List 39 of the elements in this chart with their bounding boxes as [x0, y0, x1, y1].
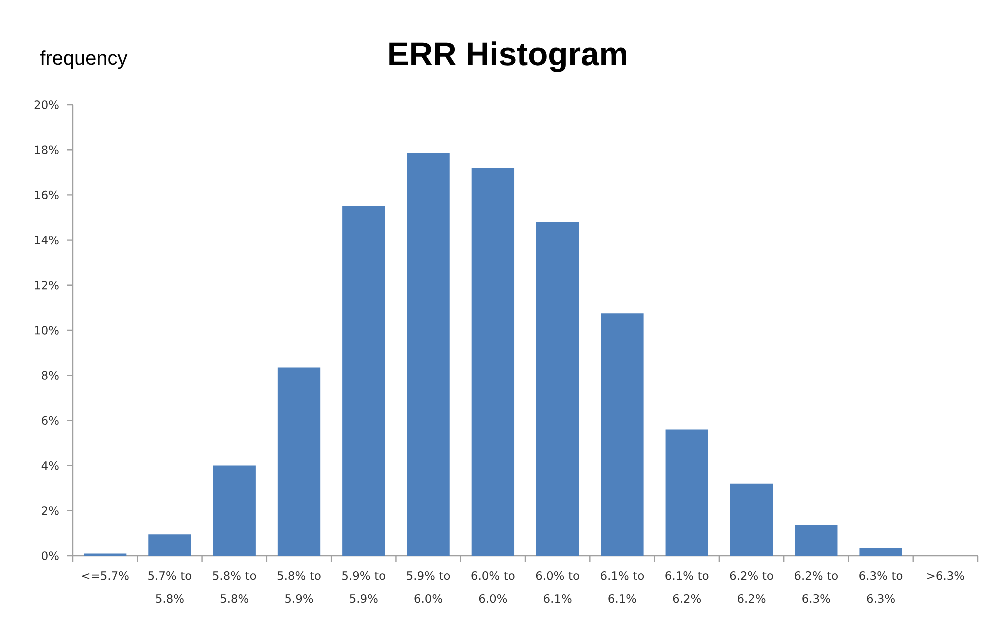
bar [666, 430, 708, 556]
chart-title: ERR Histogram [390, 42, 626, 72]
bar [342, 206, 386, 556]
category-label: 6.0% to 6.0% [472, 572, 515, 604]
y-tick-label: 12% [35, 281, 59, 290]
y-tick-label: 0% [42, 552, 59, 560]
y-tick-label: 20% [34, 100, 59, 110]
bar [536, 222, 580, 556]
y-tick-label: 6% [42, 416, 59, 426]
y-tick-label: 4% [42, 461, 59, 470]
bar [278, 368, 321, 556]
bar [472, 168, 515, 556]
x-tick-label: <=5.7% [82, 572, 129, 580]
bar [860, 548, 902, 556]
category-label: 6.1% to 6.2% [666, 572, 709, 604]
y-axis-title: frequency [40, 50, 128, 70]
y-tick-label: 16% [35, 190, 59, 200]
y-tick-label: 2% [42, 506, 59, 516]
bar [407, 153, 450, 556]
category-label: 5.8% to 5.8% [213, 572, 256, 604]
y-tick-label: 14% [35, 236, 59, 245]
bar [795, 526, 838, 556]
category-label: 6.2% to 6.2% [730, 572, 774, 604]
category-label: 5.7% to 5.8% [148, 572, 192, 604]
category-label: 6.2% to 6.3% [794, 572, 838, 604]
category-label: 6.0% to 6.1% [536, 572, 580, 604]
bar [601, 314, 644, 556]
bar [213, 466, 256, 556]
category-label: 5.9% to 5.9% [342, 572, 386, 604]
category-label: 5.8% to 5.9% [278, 572, 321, 604]
category-label: 6.1% to 6.1% [601, 572, 644, 604]
category-label: 5.9% to 6.0% [407, 572, 450, 604]
bar [148, 534, 192, 556]
y-tick-label: 10% [35, 326, 59, 335]
x-tick-label: >6.3% [928, 572, 964, 580]
category-label: 6.3% to 6.3% [860, 572, 903, 604]
bar [730, 484, 774, 556]
y-tick-label: 18% [35, 146, 59, 154]
y-tick-label: 8% [42, 371, 59, 380]
